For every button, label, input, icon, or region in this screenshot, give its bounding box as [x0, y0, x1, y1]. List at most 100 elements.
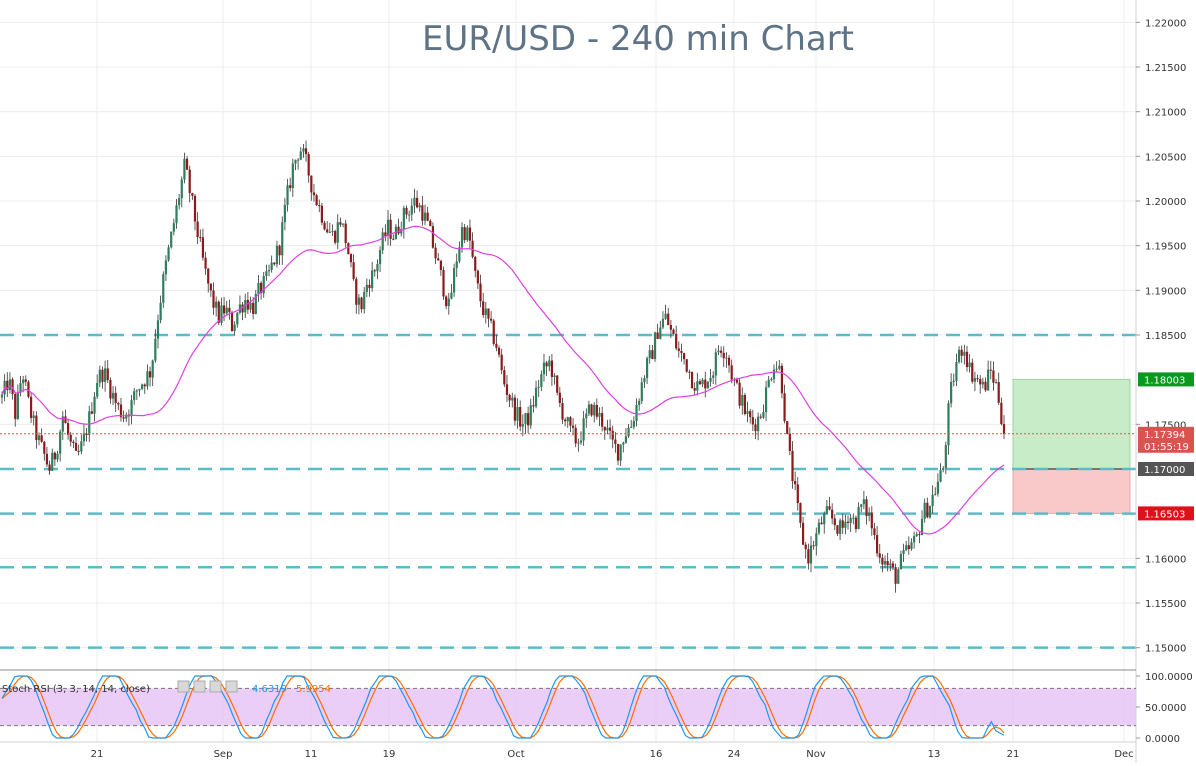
stoch-rsi-pane: 100.0000 50.0000 0.0000	[0, 672, 1193, 745]
candle-body	[688, 371, 691, 373]
close-icon[interactable]	[209, 680, 222, 693]
candle-body	[156, 320, 160, 339]
candle-body	[447, 298, 450, 307]
candle-body	[849, 517, 852, 523]
candle-body	[587, 404, 591, 414]
candle-body	[130, 400, 133, 417]
candle-body	[905, 545, 908, 551]
candle-body	[0, 394, 4, 398]
candle-body	[270, 262, 273, 270]
candle-body	[540, 374, 543, 387]
price-axis-ticks[interactable]: 1.22000 1.21500 1.21000 1.20500 1.20000 1.195…	[1136, 18, 1186, 655]
candle-body	[534, 387, 538, 407]
candle-body	[878, 553, 881, 558]
stoch-d-value: 5.9954	[296, 684, 331, 695]
candle-body	[870, 512, 873, 529]
candle-body	[289, 185, 292, 189]
candle-body	[743, 395, 747, 415]
candle-body	[759, 416, 762, 418]
candle-body	[408, 214, 411, 216]
candle-body	[304, 148, 308, 155]
candle-body	[273, 262, 276, 265]
candle-body	[622, 442, 625, 445]
candle-body	[336, 222, 339, 243]
candle-body	[442, 269, 445, 297]
candle-body	[59, 431, 62, 454]
candle-body	[778, 365, 781, 369]
stop-zone	[1012, 468, 1131, 514]
candle-body	[503, 370, 506, 385]
more-icon[interactable]	[225, 680, 238, 693]
candle-body	[373, 270, 376, 272]
candle-body	[360, 297, 363, 310]
candle-body	[513, 397, 516, 421]
candle-body	[807, 549, 810, 564]
time-axis-ticks[interactable]: 21 Sep 11 19 Oct 16 24 Nov 13 21 Dec	[91, 749, 1134, 760]
candle-body	[445, 296, 448, 307]
time-tick-label: 24	[728, 749, 741, 760]
candle-body	[1000, 402, 1003, 425]
candle-body	[934, 493, 937, 495]
candle-body	[894, 567, 897, 584]
price-label-text: 1.17394	[1144, 430, 1185, 441]
candle-body	[754, 424, 757, 432]
stoch-rsi-controls[interactable]	[177, 680, 238, 693]
candle-body	[875, 535, 879, 554]
candle-body	[466, 227, 469, 241]
candle-body	[762, 412, 765, 418]
candle-body	[931, 494, 934, 507]
candle-body	[64, 416, 67, 424]
candle-body	[262, 276, 265, 294]
candle-body	[220, 305, 223, 323]
target-zone	[1012, 378, 1131, 470]
candle-body	[574, 427, 577, 444]
candle-body	[355, 278, 358, 305]
candle-body	[846, 521, 850, 523]
candle-body	[989, 369, 992, 371]
candle-body	[482, 301, 485, 316]
candle-body	[701, 379, 704, 385]
candle-body	[241, 304, 244, 313]
candle-body	[545, 362, 548, 367]
candle-body	[474, 256, 477, 271]
candle-body	[944, 445, 947, 469]
candle-body	[997, 382, 1000, 403]
candle-body	[344, 223, 347, 244]
time-tick-label: Oct	[507, 749, 524, 760]
candle-body	[947, 403, 950, 446]
candle-body	[463, 227, 466, 241]
candle-body	[630, 426, 633, 428]
candle-body	[899, 553, 902, 570]
candle-body	[889, 563, 892, 566]
settings-icon[interactable]	[193, 680, 206, 693]
candle-body	[640, 382, 643, 401]
eye-icon[interactable]	[177, 680, 190, 693]
price-tick-label: 1.20500	[1145, 152, 1186, 163]
candle-body	[582, 418, 585, 441]
candle-body	[645, 358, 649, 379]
candle-body	[22, 379, 25, 384]
candle-body	[799, 503, 802, 523]
candle-body	[236, 312, 239, 325]
candle-body	[638, 400, 641, 406]
candle-body	[564, 419, 567, 422]
candle-body	[500, 354, 503, 371]
candle-body	[217, 301, 220, 323]
candle-body	[421, 205, 424, 221]
candle-body	[828, 506, 831, 510]
candle-body	[82, 433, 86, 442]
candle-body	[698, 381, 702, 385]
candle-body	[926, 502, 929, 518]
candle-body	[212, 290, 215, 308]
candle-body	[484, 308, 487, 316]
time-tick-label: 21	[1007, 749, 1020, 760]
candle-body	[378, 250, 382, 264]
candle-body	[984, 381, 987, 391]
candle-body	[80, 441, 83, 452]
candle-body	[376, 263, 379, 272]
candle-body	[505, 384, 509, 395]
candle-body	[738, 382, 741, 406]
candle-body	[757, 416, 760, 432]
